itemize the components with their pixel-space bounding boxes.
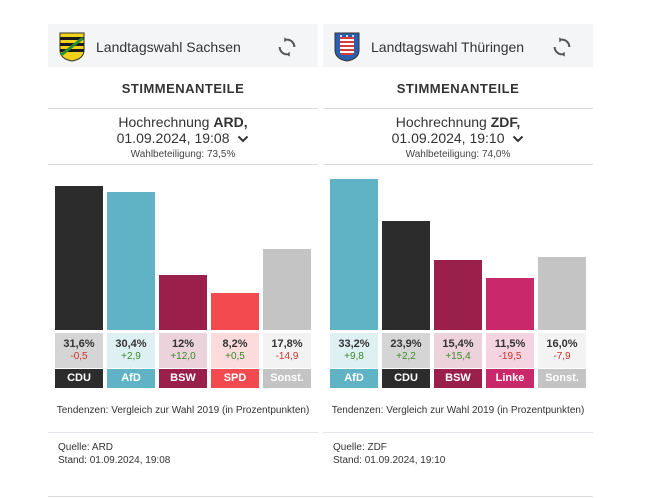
value-cell: 8,2% +0,5	[211, 333, 259, 368]
value-cell: 23,9% +2,2	[382, 333, 430, 368]
bar-cdu	[382, 221, 430, 330]
value-cell: 16,0% -7,9	[538, 333, 586, 368]
value-label: 16,0%	[546, 338, 578, 350]
value-label: 31,6%	[63, 338, 95, 350]
stand-label: Stand: 01.09.2024, 19:08	[58, 455, 171, 466]
panel-title: Landtagswahl Sachsen	[96, 39, 241, 55]
diff-label: +2,2	[396, 351, 416, 362]
bar-area	[323, 170, 593, 330]
turnout-text: Wahlbeteiligung: 73,5%	[130, 149, 236, 160]
bar-linke	[486, 278, 534, 330]
divider	[48, 432, 318, 433]
source-info: Quelle: ARD Stand: 01.09.2024, 19:08	[58, 441, 170, 467]
party-label: BSW	[434, 369, 482, 388]
thueringen-coat-of-arms-icon	[334, 32, 360, 62]
trend-note: Tendenzen: Vergleich zur Wahl 2019 (in P…	[56, 405, 310, 416]
panel-header: Landtagswahl Thüringen	[323, 24, 593, 67]
value-cell: 31,6% -0,5	[55, 333, 103, 368]
refresh-icon[interactable]	[276, 36, 298, 58]
bar-cdu	[55, 186, 103, 330]
value-cell: 15,4% +15,4	[434, 333, 482, 368]
chevron-down-icon[interactable]	[237, 134, 249, 144]
bar-area	[48, 170, 318, 330]
bar-spd	[211, 293, 259, 330]
party-label: CDU	[55, 369, 103, 388]
projection-heading: Hochrechnung ZDF,	[395, 114, 521, 130]
trend-note: Tendenzen: Vergleich zur Wahl 2019 (in P…	[331, 405, 585, 416]
divider	[323, 164, 593, 165]
diff-label: +0,5	[225, 351, 245, 362]
bar-bsw	[434, 260, 482, 330]
value-cell: 33,2% +9,8	[330, 333, 378, 368]
value-cell: 12% +12,0	[159, 333, 207, 368]
diff-label: +2,9	[121, 351, 141, 362]
party-label: AfD	[107, 369, 155, 388]
value-label: 30,4%	[115, 338, 147, 350]
diff-label: +15,4	[445, 351, 471, 362]
diff-label: -0,5	[70, 351, 88, 362]
value-label: 23,9%	[390, 338, 422, 350]
turnout-text: Wahlbeteiligung: 74,0%	[405, 149, 511, 160]
value-cell: 11,5% -19,5	[486, 333, 534, 368]
party-label: Linke	[486, 369, 534, 388]
diff-label: -14,9	[275, 351, 299, 362]
diff-label: +12,0	[170, 351, 196, 362]
bar-afd	[330, 179, 378, 330]
source-label: Quelle: ZDF	[333, 442, 387, 453]
broadcaster: ZDF	[490, 114, 517, 130]
diff-label: -19,5	[498, 351, 522, 362]
party-label: AfD	[330, 369, 378, 388]
party-label: Sonst.	[538, 369, 586, 388]
sachsen-coat-of-arms-icon	[59, 32, 85, 62]
bar-bsw	[159, 275, 207, 330]
divider	[323, 432, 593, 433]
value-label: 8,2%	[222, 338, 248, 350]
value-label: 11,5%	[494, 338, 526, 350]
bar-afd	[107, 192, 155, 330]
diff-label: -7,9	[553, 351, 571, 362]
projection-heading: Hochrechnung ARD,	[118, 114, 248, 130]
value-label: 33,2%	[338, 338, 370, 350]
chart-panel-thueringen: Landtagswahl Thüringen STIMMENANTEILE Ho…	[323, 20, 593, 498]
chart-panel-sachsen: Landtagswahl Sachsen STIMMENANTEILE Hoch…	[48, 20, 318, 498]
panel-title: Landtagswahl Thüringen	[371, 39, 525, 55]
broadcaster: ARD	[213, 114, 244, 130]
section-title: STIMMENANTEILE	[323, 70, 593, 109]
projection-datetime[interactable]: 01.09.2024, 19:10	[323, 130, 593, 146]
section-title: STIMMENANTEILE	[48, 70, 318, 109]
panel-header: Landtagswahl Sachsen	[48, 24, 318, 67]
value-cell: 17,8% -14,9	[263, 333, 311, 368]
diff-label: +9,8	[344, 351, 364, 362]
value-label: 15,4%	[442, 338, 474, 350]
party-label: SPD	[211, 369, 259, 388]
refresh-icon[interactable]	[551, 36, 573, 58]
bar-sonst	[538, 257, 586, 330]
value-label: 12%	[171, 338, 195, 350]
divider	[48, 164, 318, 165]
projection-datetime[interactable]: 01.09.2024, 19:08	[48, 130, 318, 146]
chevron-down-icon[interactable]	[512, 134, 524, 144]
value-cell: 30,4% +2,9	[107, 333, 155, 368]
party-label: BSW	[159, 369, 207, 388]
source-label: Quelle: ARD	[58, 442, 114, 453]
divider	[48, 496, 593, 497]
value-label: 17,8%	[271, 338, 303, 350]
stand-label: Stand: 01.09.2024, 19:10	[333, 455, 446, 466]
party-label: Sonst.	[263, 369, 311, 388]
party-label: CDU	[382, 369, 430, 388]
bar-sonst	[263, 249, 311, 330]
source-info: Quelle: ZDF Stand: 01.09.2024, 19:10	[333, 441, 445, 467]
